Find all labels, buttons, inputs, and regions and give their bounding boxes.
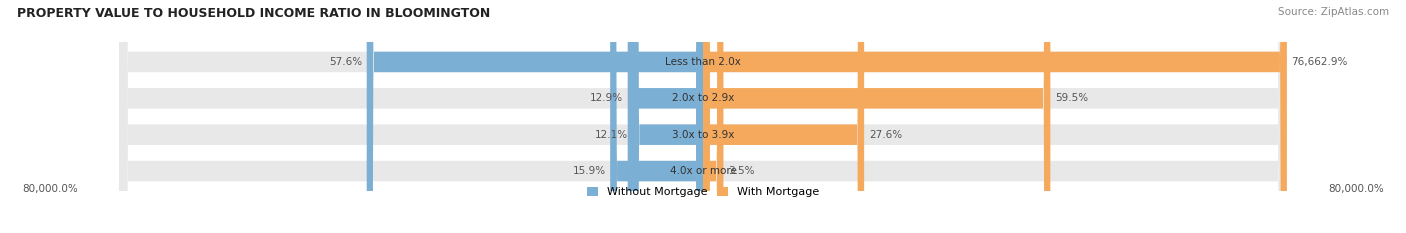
Text: 59.5%: 59.5%	[1054, 93, 1088, 103]
Text: Source: ZipAtlas.com: Source: ZipAtlas.com	[1278, 7, 1389, 17]
Text: 76,662.9%: 76,662.9%	[1292, 57, 1348, 67]
FancyBboxPatch shape	[610, 0, 703, 233]
FancyBboxPatch shape	[120, 0, 1286, 233]
Text: 80,000.0%: 80,000.0%	[22, 184, 79, 194]
Text: PROPERTY VALUE TO HOUSEHOLD INCOME RATIO IN BLOOMINGTON: PROPERTY VALUE TO HOUSEHOLD INCOME RATIO…	[17, 7, 491, 20]
Text: 4.0x or more: 4.0x or more	[669, 166, 737, 176]
FancyBboxPatch shape	[120, 0, 1286, 233]
Text: 3.5%: 3.5%	[728, 166, 755, 176]
Text: 12.1%: 12.1%	[595, 130, 627, 140]
Text: 3.0x to 3.9x: 3.0x to 3.9x	[672, 130, 734, 140]
Legend: Without Mortgage, With Mortgage: Without Mortgage, With Mortgage	[588, 187, 818, 197]
Text: 57.6%: 57.6%	[329, 57, 361, 67]
FancyBboxPatch shape	[367, 0, 703, 233]
FancyBboxPatch shape	[120, 0, 1286, 233]
Text: 2.0x to 2.9x: 2.0x to 2.9x	[672, 93, 734, 103]
FancyBboxPatch shape	[703, 0, 724, 233]
FancyBboxPatch shape	[703, 0, 1286, 233]
FancyBboxPatch shape	[703, 0, 865, 233]
Text: 27.6%: 27.6%	[869, 130, 901, 140]
FancyBboxPatch shape	[703, 0, 1050, 233]
Text: 12.9%: 12.9%	[591, 93, 623, 103]
Text: 80,000.0%: 80,000.0%	[1327, 184, 1384, 194]
FancyBboxPatch shape	[633, 0, 703, 233]
FancyBboxPatch shape	[120, 0, 1286, 233]
Text: 15.9%: 15.9%	[572, 166, 606, 176]
FancyBboxPatch shape	[627, 0, 703, 233]
Text: Less than 2.0x: Less than 2.0x	[665, 57, 741, 67]
